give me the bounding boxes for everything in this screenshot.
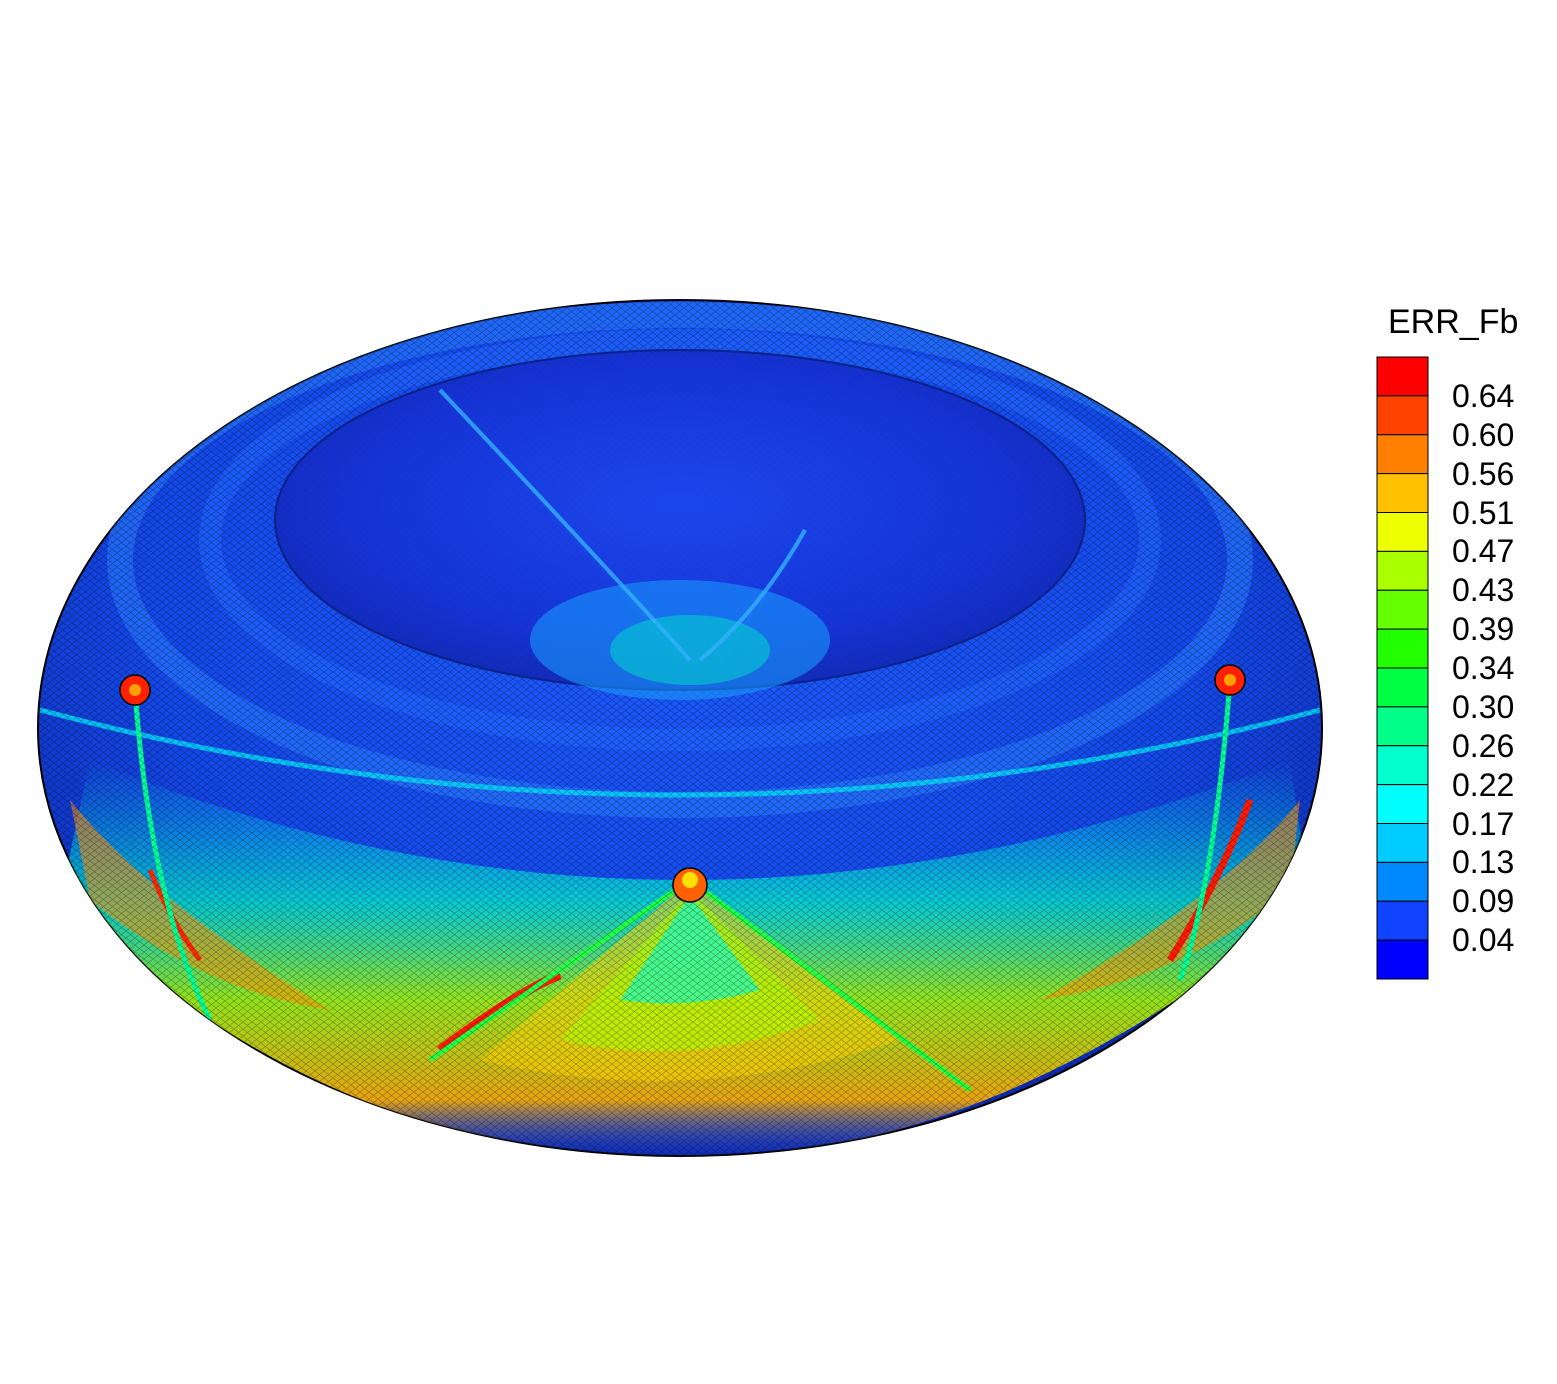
legend-tick-label: 0.64 [1452,377,1515,414]
legend-tick-label: 0.43 [1452,572,1515,609]
legend-tick-label: 0.60 [1452,416,1515,453]
legend-swatch [1376,706,1429,747]
legend-swatch [1376,939,1429,980]
legend-tick-label: 0.47 [1452,533,1515,570]
legend-swatch [1376,628,1429,669]
legend-tick-label: 0.13 [1452,844,1515,881]
legend-colorbar [1376,356,1429,980]
singular-point-left [119,674,151,706]
legend-swatch [1376,589,1429,630]
legend-tick-label: 0.26 [1452,727,1515,764]
legend-swatch [1376,784,1429,824]
legend-swatch [1376,473,1429,513]
legend-tick-label: 0.30 [1452,688,1515,725]
legend-swatch [1376,667,1429,708]
legend-swatch [1376,745,1429,786]
legend-swatch [1376,395,1429,436]
singular-point-center [672,867,708,903]
legend-tick-label: 0.17 [1452,805,1515,842]
legend-tick-label: 0.51 [1452,494,1515,531]
torus-inner-hole [274,349,1086,700]
legend-tick-label: 0.09 [1452,883,1515,920]
singular-point-right [1214,664,1246,696]
legend-swatch [1376,434,1429,475]
legend-tick-label: 0.34 [1452,650,1515,686]
legend-swatch [1376,900,1429,941]
legend-swatch [1376,823,1429,863]
legend-swatch [1376,356,1429,397]
legend-swatch [1376,550,1429,591]
legend-tick-label: 0.56 [1452,455,1515,492]
legend-swatch [1376,512,1429,552]
legend-swatch [1376,861,1429,902]
legend-tick-label: 0.39 [1452,611,1515,648]
legend-title: ERR_Fb [1388,303,1519,341]
legend-tick-label: 0.22 [1452,766,1515,803]
legend-tick-label: 0.04 [1452,922,1515,959]
